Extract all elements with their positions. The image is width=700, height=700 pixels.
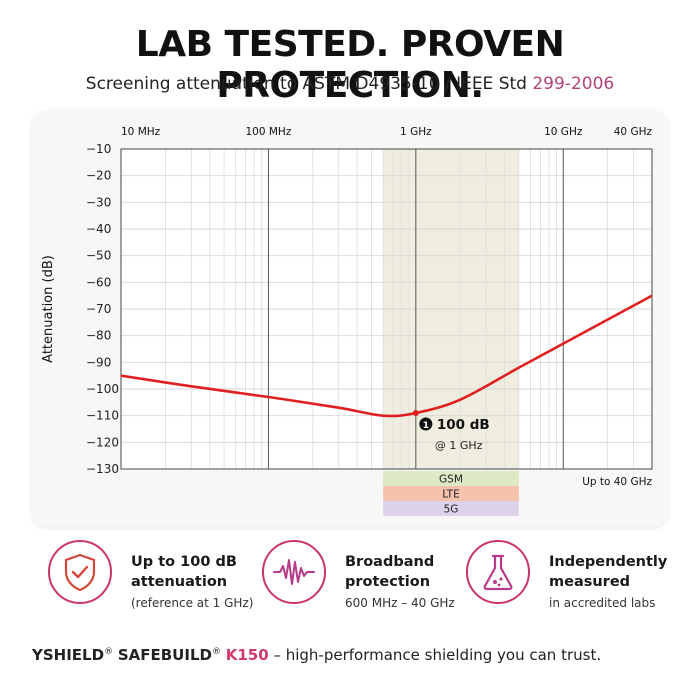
footer-tagline: YSHIELD® SAFEBUILD® K150 – high-performa… [32,646,601,664]
band-gsm [383,471,519,486]
feature-subtitle: 600 MHz – 40 GHz [345,596,455,610]
feature-measured: Independently measured in accredited lab… [466,540,696,630]
y-tick-label: −80 [86,329,111,343]
brand-safebuild: SAFEBUILD [117,646,212,664]
band-lte [383,486,519,501]
feature-subtitle: (reference at 1 GHz) [131,596,254,610]
y-tick-label: −60 [86,275,111,289]
band-label: GSM [439,474,463,486]
page-title: LAB TESTED. PROVEN PROTECTION. [135,24,565,106]
reg-mark: ® [211,647,221,657]
band-label: LTE [442,489,459,501]
y-tick-label: −90 [86,355,111,369]
x-tick-label: 1 GHz [400,126,432,138]
y-tick-label: −30 [86,195,111,209]
subtitle-accent: 299-2006 [532,74,615,94]
annotation-value: 100 dB [437,417,490,433]
data-point-marker [412,410,419,416]
y-tick-label: −10 [86,142,111,156]
annotation-badge-number: 1 [423,421,429,431]
attenuation-chart: −10 −20 −30 −40 −50 −60 −70 −80 −90 −100 −110 −120 −… [41,126,653,516]
reg-mark: ® [104,647,114,657]
annotation-badge [419,417,433,431]
feature-attenuation: Up to 100 dB attenuation (reference at 1… [48,540,278,630]
model-name: K150 [225,646,269,664]
page-subtitle: Screening attenuation to ASTM D4935-10 /… [0,74,700,94]
x-tick-label: 40 GHz [614,126,653,138]
chart-card: −10 −20 −30 −40 −50 −60 −70 −80 −90 −100 −110 −120 −… [32,111,668,527]
tagline: – high-performance shielding you can tru… [268,646,602,664]
y-tick-label: −20 [86,169,111,183]
y-tick-label: −120 [86,435,119,449]
feature-subtitle: in accredited labs [549,596,656,610]
y-axis-label: Attenuation (dB) [41,255,56,363]
feature-broadband: Broadband protection 600 MHz – 40 GHz [262,540,492,630]
y-tick-label: −130 [86,462,119,476]
x-tick-label: 10 GHz [544,126,583,138]
band-label: 5G [444,504,459,516]
y-tick-label: −40 [86,222,111,236]
plot-border [120,148,653,470]
feature-title: Up to 100 dB attenuation [131,554,237,590]
x-tick-label: 100 MHz [245,126,291,138]
y-tick-label: −100 [86,382,119,396]
band-5g [383,501,519,516]
y-tick-label: −70 [86,302,111,316]
x-tick-label: 10 MHz [121,126,161,138]
brand-yshield: YSHIELD [32,646,105,664]
corner-note: Up to 40 GHz [582,476,652,488]
y-tick-label: −110 [86,409,119,423]
feature-title: Broadband protection [345,554,435,590]
annotation-sub: @ 1 GHz [435,439,483,452]
flask-icon [466,540,530,604]
subtitle-main: Screening attenuation to ASTM D4935-10 /… [85,74,533,94]
shield-check-icon [48,540,112,604]
feature-title: Independently measured [549,554,668,590]
y-tick-label: −50 [86,249,111,263]
wave-pulse-icon [262,540,326,604]
